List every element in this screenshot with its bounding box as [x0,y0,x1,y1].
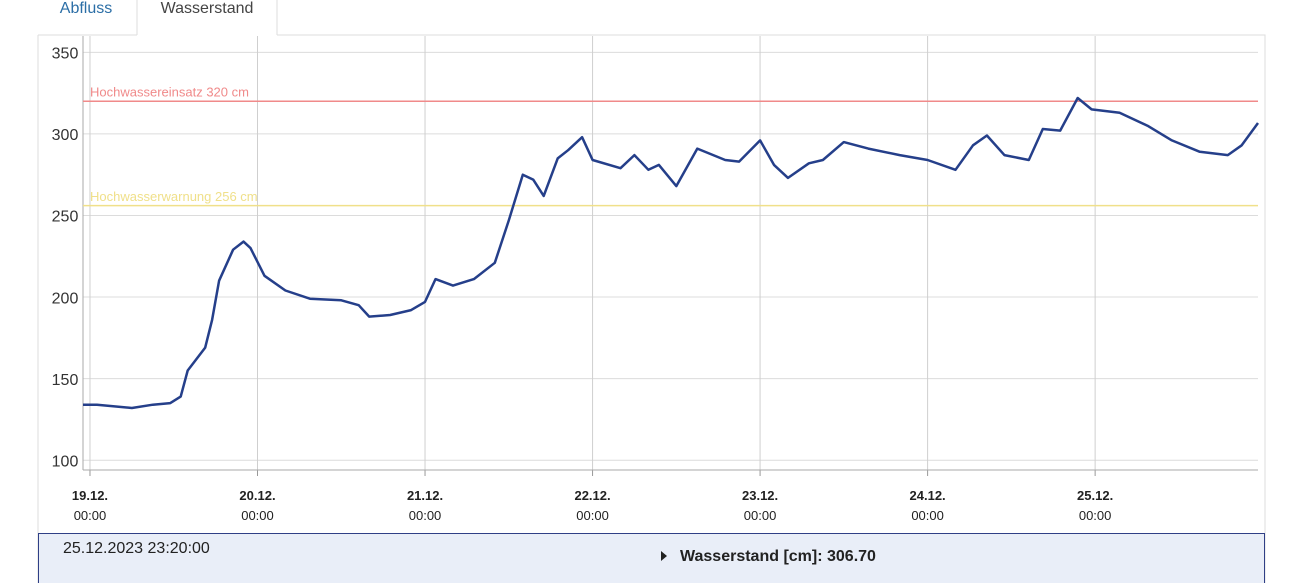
chart: 100 150 200 250 300 350 19.12. 00:00 20.12. 00:00… [52,36,1260,523]
threshold-label: Hochwasserwarnung 256 cm [90,189,258,204]
tab-active[interactable]: Wasserstand [161,0,254,17]
info-box [38,533,1265,583]
y-tick-label: 300 [52,127,79,144]
info-timestamp: 25.12.2023 23:20:00 [63,540,210,557]
data-line [83,96,1260,410]
x-tick-label: 19.12. 00:00 [72,488,108,523]
y-tick-label: 250 [52,209,79,226]
tab[interactable]: Abfluss [60,0,112,17]
x-tick-label: 23.12. 00:00 [742,488,778,523]
info-value: Wasserstand [cm]: 306.70 [680,548,876,565]
expand-icon[interactable] [661,551,667,561]
y-tick-label: 150 [52,372,79,389]
x-tick-label: 22.12. 00:00 [574,488,610,523]
panel-border [37,34,1266,583]
y-tick-label: 100 [52,453,79,470]
threshold-label: Hochwassereinsatz 320 cm [90,85,249,100]
x-tick-label: 20.12. 00:00 [239,488,275,523]
tab-border [136,0,278,35]
x-tick-label: 25.12. 00:00 [1077,488,1113,523]
y-tick-label: 350 [52,46,79,63]
x-tick-label: 21.12. 00:00 [407,488,443,523]
y-tick-label: 200 [52,290,79,307]
x-tick-label: 24.12. 00:00 [910,488,946,523]
